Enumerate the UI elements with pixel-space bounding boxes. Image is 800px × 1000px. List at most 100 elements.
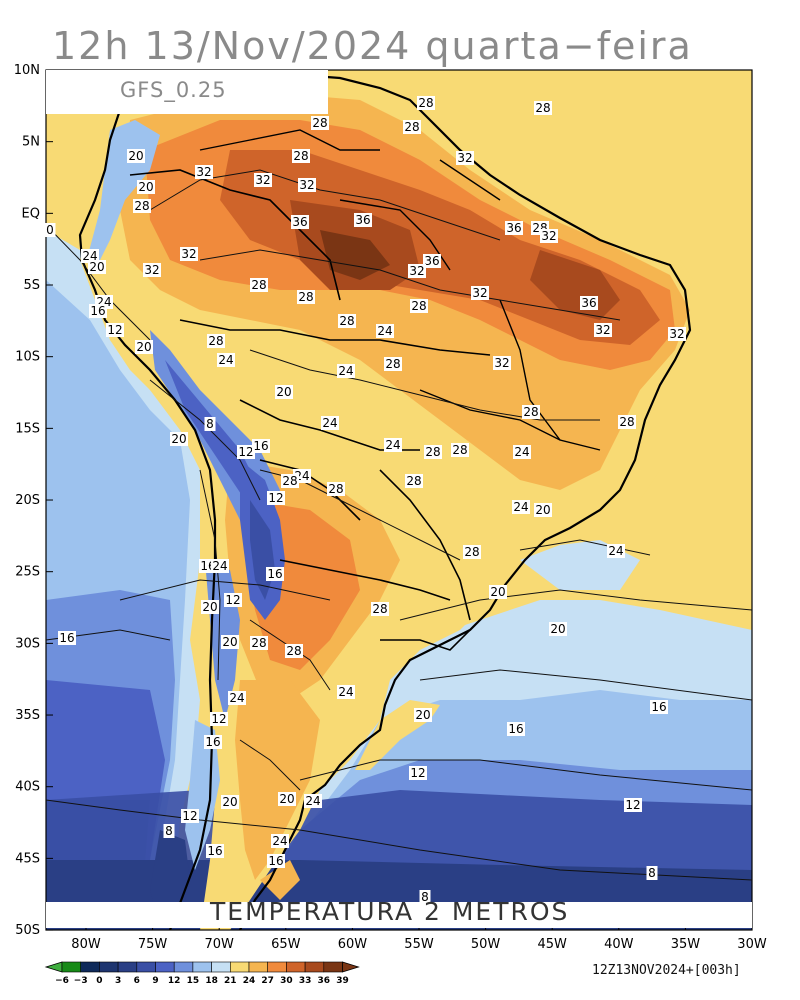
svg-text:28: 28	[523, 405, 538, 419]
contour-label: 8	[419, 890, 431, 904]
svg-text:32: 32	[196, 165, 211, 179]
lat-label: 10N	[14, 63, 40, 78]
colorbar-swatch	[248, 961, 269, 973]
contour-label: 28	[534, 101, 552, 115]
svg-text:16: 16	[207, 844, 222, 858]
svg-text:24: 24	[322, 416, 337, 430]
svg-text:28: 28	[298, 290, 313, 304]
svg-text:28: 28	[328, 482, 343, 496]
svg-text:28: 28	[286, 644, 301, 658]
contour-label: 36	[354, 213, 372, 227]
contour-label: 32	[594, 323, 612, 337]
contour-label: 20	[201, 600, 219, 614]
svg-text:28: 28	[411, 299, 426, 313]
contour-label: 20	[414, 708, 432, 722]
lat-label: 50S	[15, 923, 40, 938]
colorbar-label: 6	[134, 976, 140, 986]
run-label: 12Z13NOV2024+[003h]	[592, 963, 741, 978]
svg-text:24: 24	[229, 691, 244, 705]
contour-label: 24	[217, 353, 235, 367]
colorbar-label: −3	[74, 976, 88, 986]
contour-label: 32	[456, 151, 474, 165]
contour-label: 24	[384, 438, 402, 452]
svg-text:24: 24	[338, 685, 353, 699]
contour-label: 28	[424, 445, 442, 459]
contour-label: 28	[250, 278, 268, 292]
svg-text:16: 16	[267, 567, 282, 581]
svg-text:24: 24	[385, 438, 400, 452]
svg-text:28: 28	[251, 278, 266, 292]
colorbar-swatch	[192, 961, 212, 973]
svg-text:32: 32	[409, 264, 424, 278]
contour-label: 28	[405, 474, 423, 488]
svg-text:36: 36	[581, 296, 596, 310]
colorbar-label: 33	[299, 976, 312, 986]
svg-text:32: 32	[595, 323, 610, 337]
contour-label: 28	[618, 415, 636, 429]
contour-label: 8	[163, 824, 175, 838]
svg-text:16: 16	[205, 735, 220, 749]
lat-label: EQ	[22, 206, 40, 221]
svg-text:20: 20	[535, 503, 550, 517]
lon-label: 70W	[204, 937, 234, 952]
svg-text:28: 28	[464, 545, 479, 559]
contour-label: 16	[252, 439, 270, 453]
svg-text:16: 16	[90, 304, 105, 318]
svg-text:12: 12	[410, 766, 425, 780]
contour-label: 28	[417, 96, 435, 110]
svg-text:20: 20	[128, 149, 143, 163]
contour-label: 24	[337, 685, 355, 699]
svg-text:12: 12	[625, 798, 640, 812]
svg-text:12: 12	[211, 712, 226, 726]
colorbar-swatch	[304, 961, 325, 973]
contour-label: 28	[292, 149, 310, 163]
svg-text:32: 32	[669, 327, 684, 341]
svg-text:28: 28	[619, 415, 634, 429]
svg-text:28: 28	[372, 602, 387, 616]
svg-text:32: 32	[541, 229, 556, 243]
svg-text:28: 28	[385, 357, 400, 371]
colorbar-swatch	[99, 961, 119, 973]
contour-label: 16	[266, 567, 284, 581]
contour-label: 16	[204, 735, 222, 749]
svg-text:20: 20	[279, 792, 294, 806]
svg-text:28: 28	[406, 474, 421, 488]
svg-text:24: 24	[338, 364, 353, 378]
contour-label: 28	[451, 443, 469, 457]
contour-label: 36	[505, 221, 523, 235]
svg-text:12: 12	[225, 593, 240, 607]
contour-label: 36	[580, 296, 598, 310]
svg-text:16: 16	[253, 439, 268, 453]
svg-text:28: 28	[535, 101, 550, 115]
contour-label: 32	[143, 263, 161, 277]
contour-label: 24	[271, 834, 289, 848]
svg-text:32: 32	[181, 247, 196, 261]
lon-label: 30W	[737, 937, 767, 952]
svg-text:28: 28	[418, 96, 433, 110]
contour-label: 20	[127, 149, 145, 163]
contour-label: 32	[668, 327, 686, 341]
colorbar-label: 15	[187, 976, 200, 986]
colorbar-swatch	[61, 961, 82, 973]
colorbar-label: 9	[152, 976, 158, 986]
contour-label: 20	[170, 432, 188, 446]
svg-text:28: 28	[251, 636, 266, 650]
colorbar-swatch	[230, 961, 250, 973]
svg-text:16: 16	[508, 722, 523, 736]
colorbar-label: 0	[96, 976, 102, 986]
contour-label: 28	[250, 636, 268, 650]
svg-text:36: 36	[506, 221, 521, 235]
colorbar-label: 39	[336, 976, 349, 986]
contour-label: 16	[89, 304, 107, 318]
colorbar-label: −6	[55, 976, 69, 986]
contour-label: 20	[489, 585, 507, 599]
svg-text:28: 28	[208, 334, 223, 348]
svg-text:32: 32	[255, 173, 270, 187]
colorbar-label: 27	[261, 976, 274, 986]
svg-text:20: 20	[415, 708, 430, 722]
svg-text:24: 24	[513, 500, 528, 514]
colorbar-swatch	[80, 961, 100, 973]
contour-label: 20	[549, 622, 567, 636]
svg-text:8: 8	[165, 824, 173, 838]
contour-label: 28	[403, 120, 421, 134]
